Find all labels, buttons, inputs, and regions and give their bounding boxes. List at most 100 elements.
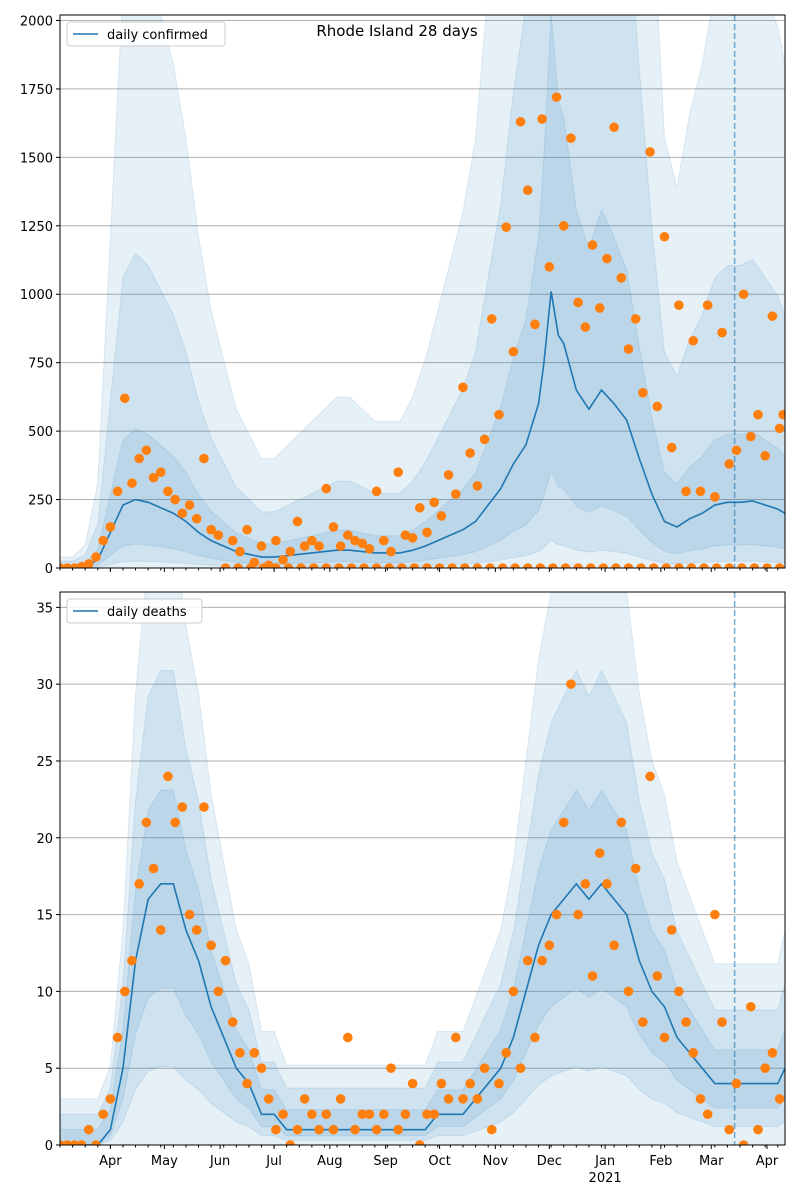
- y-tick-label: 750: [28, 357, 53, 372]
- legend-label: daily confirmed: [107, 28, 208, 43]
- data-point: [522, 185, 533, 196]
- median-line: [60, 291, 785, 568]
- data-point: [724, 459, 735, 469]
- data-point: [393, 1124, 404, 1135]
- data-point: [328, 522, 339, 532]
- data-point: [738, 289, 749, 300]
- data-point: [371, 1124, 382, 1135]
- data-point: [472, 1094, 483, 1104]
- data-point: [429, 1109, 439, 1120]
- data-point: [774, 423, 785, 434]
- data-point: [724, 1124, 735, 1135]
- data-point: [602, 879, 612, 889]
- data-point: [479, 434, 490, 445]
- data-point: [688, 1048, 699, 1058]
- y-tick-label: 5: [45, 1062, 53, 1077]
- data-point: [409, 563, 420, 568]
- data-point: [393, 467, 404, 477]
- data-point: [558, 220, 569, 231]
- data-point: [767, 1048, 778, 1058]
- data-point: [422, 527, 432, 538]
- y-tick-label: 15: [36, 909, 53, 924]
- data-point: [263, 1094, 274, 1104]
- data-point: [235, 546, 245, 557]
- data-point: [587, 971, 598, 981]
- data-point: [155, 925, 166, 935]
- data-point: [245, 563, 256, 568]
- data-point: [436, 1078, 447, 1089]
- x-tick-label: Apr: [99, 1154, 122, 1169]
- data-point: [177, 802, 188, 812]
- data-point: [98, 535, 108, 546]
- data-point: [510, 563, 520, 568]
- data-point: [497, 563, 508, 568]
- data-point: [163, 486, 173, 497]
- data-point: [450, 489, 461, 499]
- data-point: [616, 273, 627, 283]
- data-point: [659, 231, 670, 242]
- data-point: [767, 311, 778, 321]
- data-point: [666, 925, 677, 935]
- data-point: [472, 563, 483, 568]
- data-point: [271, 1124, 281, 1135]
- data-point: [666, 442, 677, 453]
- data-point: [573, 563, 583, 568]
- data-point: [702, 300, 713, 310]
- data-point: [278, 1109, 288, 1120]
- data-point: [710, 909, 720, 920]
- legend-box: [66, 598, 203, 624]
- data-point: [485, 563, 495, 568]
- plot-panel-0: 0 250 500 750 1000 1250 1500 1750 2000 daily conf…: [20, 14, 786, 577]
- data-point: [479, 1063, 490, 1073]
- data-point: [530, 1032, 540, 1043]
- data-point: [681, 486, 691, 497]
- data-point: [598, 563, 609, 568]
- y-tick-label: 20: [36, 832, 53, 847]
- x-tick-label: Jan: [594, 1154, 615, 1169]
- plot-panel-1: 0 5 10 15 20 25 30 35 Apr May Jun Jul Aug Sep Oct Nov De…: [36, 591, 786, 1186]
- data-point: [76, 1140, 87, 1145]
- data-point: [357, 1109, 368, 1120]
- x-year-label: 2021: [589, 1171, 622, 1186]
- y-tick-label: 0: [45, 562, 53, 577]
- data-point: [688, 335, 699, 346]
- data-point: [258, 563, 269, 568]
- data-point: [112, 1032, 123, 1043]
- data-point: [537, 955, 547, 966]
- data-point: [346, 563, 357, 568]
- data-point: [227, 535, 238, 546]
- data-point: [753, 409, 763, 420]
- data-point: [384, 563, 395, 568]
- data-point: [566, 679, 576, 689]
- data-point: [459, 563, 470, 568]
- data-point: [134, 879, 144, 889]
- data-point: [148, 472, 159, 483]
- data-point: [170, 817, 180, 828]
- y-tick-label: 30: [36, 678, 53, 693]
- data-point: [515, 116, 526, 127]
- data-point: [184, 909, 195, 920]
- axes-frame: [59, 591, 786, 1146]
- y-tick-label: 35: [36, 601, 53, 616]
- data-point: [191, 925, 202, 935]
- data-point: [105, 1094, 116, 1104]
- data-point: [544, 262, 555, 272]
- data-point: [580, 322, 591, 332]
- y-tick-label: 1000: [20, 288, 53, 303]
- data-point: [522, 955, 533, 966]
- data-point: [314, 1124, 324, 1135]
- data-point: [738, 1140, 749, 1145]
- data-point: [407, 1078, 418, 1089]
- data-point: [235, 1048, 245, 1058]
- data-point: [638, 387, 648, 398]
- data-point: [177, 508, 188, 519]
- data-point: [343, 1032, 353, 1043]
- data-point: [558, 817, 569, 828]
- data-point: [249, 1048, 260, 1058]
- x-tick-label: Aug: [317, 1154, 342, 1169]
- data-point: [443, 1094, 454, 1104]
- data-point: [580, 879, 591, 889]
- data-point: [760, 1063, 771, 1073]
- data-point: [515, 1063, 526, 1073]
- data-point: [661, 563, 672, 568]
